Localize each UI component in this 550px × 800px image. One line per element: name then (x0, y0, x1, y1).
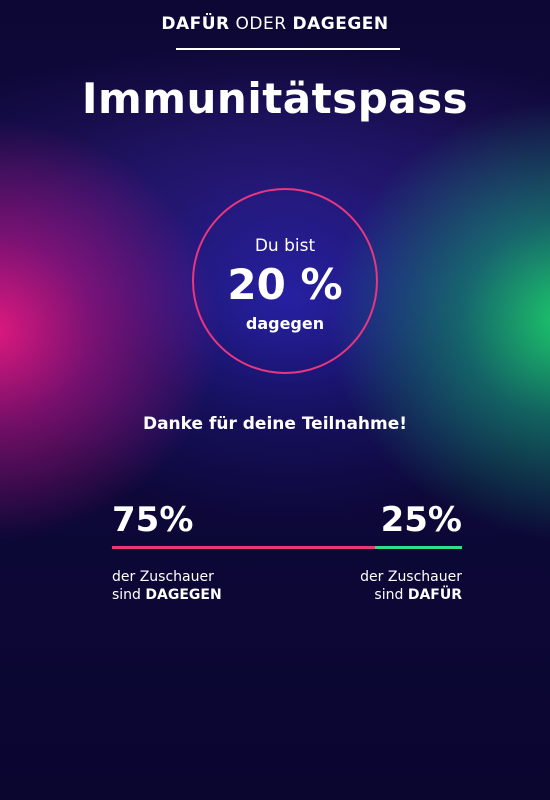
against-caption-strong: DAGEGEN (145, 587, 222, 603)
result-prefix: Du bist (254, 236, 316, 256)
kicker-divider (176, 48, 400, 50)
against-percent: 75% (112, 500, 194, 540)
result-circle: Du bist 20 % dagegen (192, 188, 378, 374)
result-percent: 20 % (227, 260, 343, 309)
page-title: Immunitätspass (81, 74, 469, 123)
kicker-or: ODER (235, 14, 287, 34)
kicker: DAFÜR ODER DAGEGEN (0, 14, 550, 34)
against-caption: der Zuschauer sind DAGEGEN (112, 568, 222, 604)
thanks-message: Danke für deine Teilnahme! (142, 414, 408, 434)
poll-bar (112, 546, 462, 549)
against-caption-line2: sind DAGEGEN (112, 586, 222, 604)
kicker-for: DAFÜR (161, 14, 230, 34)
poll-bar-against (112, 546, 375, 549)
for-percent: 25% (380, 500, 462, 540)
for-caption-line1: der Zuschauer (360, 569, 462, 585)
for-caption-prefix: sind (374, 587, 404, 603)
against-caption-prefix: sind (112, 587, 141, 603)
result-stance: dagegen (245, 314, 325, 333)
against-caption-line1: der Zuschauer (112, 569, 214, 585)
for-caption: der Zuschauer sind DAFÜR (360, 568, 462, 604)
kicker-against: DAGEGEN (292, 14, 389, 34)
for-caption-line2: sind DAFÜR (360, 586, 462, 604)
for-caption-strong: DAFÜR (407, 587, 462, 603)
poll-bar-for (375, 546, 462, 549)
